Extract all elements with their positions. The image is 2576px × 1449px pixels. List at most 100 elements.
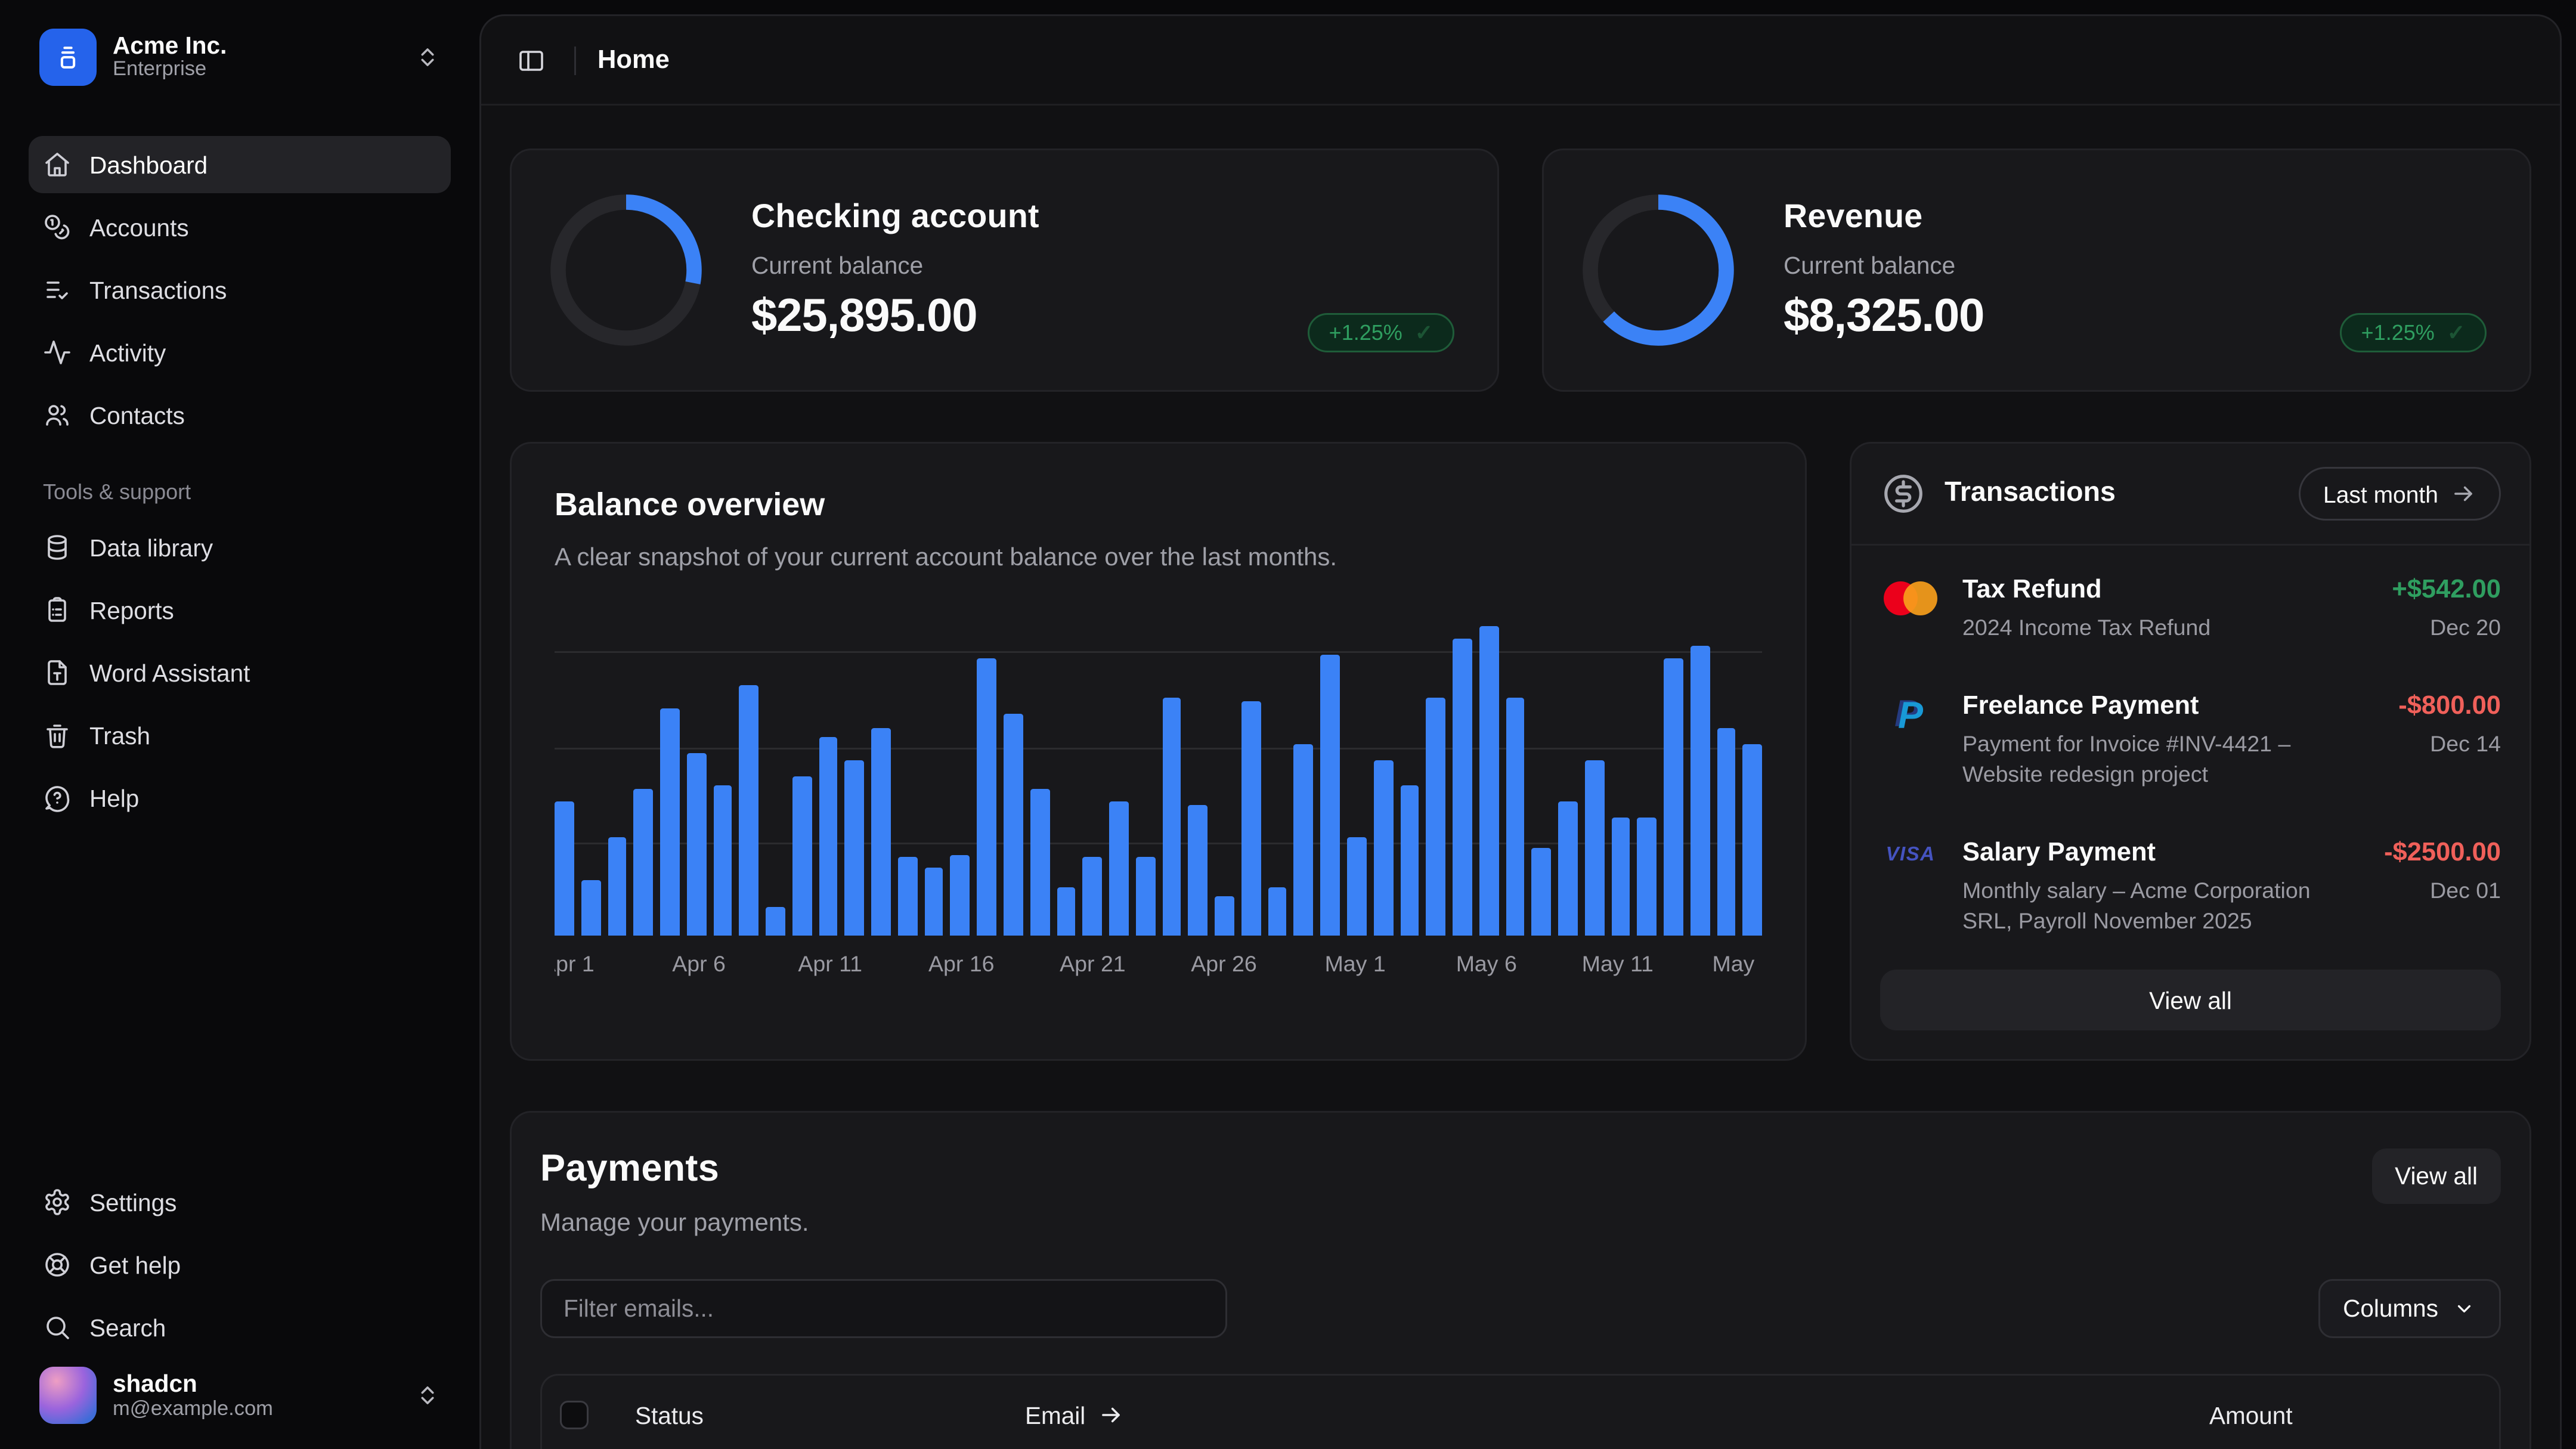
transaction-row[interactable]: VISA Salary Payment Monthly salary – Acm… <box>1880 815 2501 962</box>
life-buoy-icon <box>45 1253 69 1277</box>
visa-icon: VISA <box>1885 843 1936 865</box>
chart-bar <box>1531 847 1552 936</box>
paypal-icon: P <box>1897 695 1923 736</box>
sidebar-toggle-button[interactable] <box>510 39 553 82</box>
payments-view-all-button[interactable]: View all <box>2371 1148 2501 1204</box>
sidebar-item-label: Settings <box>89 1188 177 1216</box>
user-name: shadcn <box>113 1370 197 1397</box>
coins-icon <box>45 215 70 240</box>
sidebar-item-word-assistant[interactable]: Word Assistant <box>29 644 451 701</box>
org-plan: Enterprise <box>113 59 207 81</box>
sidebar-item-transactions[interactable]: Transactions <box>29 261 451 318</box>
balance-overview-card: Balance overview A clear snapshot of you… <box>510 442 1807 1061</box>
file-type-icon <box>48 660 67 685</box>
sidebar-item-activity[interactable]: Activity <box>29 324 451 381</box>
transactions-view-all-button[interactable]: View all <box>1880 970 2501 1030</box>
chart-bar <box>977 658 997 936</box>
chart-bar <box>1162 698 1182 936</box>
arrow-right-icon <box>2454 486 2472 501</box>
chart-bar <box>1690 646 1710 936</box>
chart-gridline <box>555 651 1762 653</box>
activity-icon <box>44 340 70 364</box>
chart-x-tick: Apr 1 <box>555 952 595 977</box>
chart-bar <box>1294 743 1314 936</box>
sidebar-item-dashboard[interactable]: Dashboard <box>29 136 451 193</box>
chart-bar <box>897 857 918 936</box>
trash-icon <box>47 724 68 748</box>
transaction-date: Dec 01 <box>2430 877 2501 903</box>
user-avatar <box>39 1367 97 1424</box>
chart-bar <box>555 802 574 936</box>
sidebar-item-label: Search <box>89 1314 166 1341</box>
chart-bar <box>713 785 733 936</box>
sidebar-item-help[interactable]: Help <box>29 769 451 826</box>
transaction-row[interactable]: Tax Refund 2024 Income Tax Refund +$542.… <box>1880 553 2501 668</box>
org-switcher[interactable]: Acme Inc. Enterprise <box>29 14 451 100</box>
user-menu[interactable]: shadcn m@example.com <box>29 1356 451 1424</box>
column-header-email[interactable]: Email <box>1025 1402 2209 1429</box>
transaction-name: Tax Refund <box>1962 576 2102 605</box>
transactions-title: Transactions <box>1945 478 2116 508</box>
column-header-amount[interactable]: Amount <box>2209 1401 2293 1429</box>
chart-x-tick: May 11 <box>1581 952 1654 977</box>
chevrons-up-down-icon <box>421 1386 434 1404</box>
card-balance-label: Current balance <box>751 252 924 279</box>
sidebar-item-accounts[interactable]: Accounts <box>29 199 451 256</box>
chart-x-tick: Apr 11 <box>798 952 863 977</box>
chart-bar <box>1505 698 1525 936</box>
chart-bar <box>1320 655 1340 936</box>
filter-emails-input[interactable] <box>540 1279 1227 1338</box>
chart-bar <box>1453 639 1472 936</box>
clipboard-list-icon <box>48 597 66 622</box>
transaction-name: Freelance Payment <box>1962 691 2199 720</box>
payments-table: Status Email Amount <box>540 1374 2501 1449</box>
chart-bar <box>1030 789 1049 936</box>
user-email: m@example.com <box>113 1399 273 1421</box>
select-all-checkbox[interactable] <box>560 1401 589 1429</box>
chart-bar <box>1400 785 1419 936</box>
chart-bar <box>1373 760 1393 936</box>
chart-bar <box>845 760 865 936</box>
circle-dollar-icon <box>1884 475 1922 513</box>
transaction-name: Salary Payment <box>1962 838 2156 867</box>
change-badge: +1.25% ✓ <box>2339 313 2487 352</box>
sidebar-item-label: Activity <box>89 339 166 366</box>
sidebar-item-data-library[interactable]: Data library <box>29 519 451 576</box>
check-icon: ✓ <box>2447 320 2465 345</box>
balance-chart-xlabels: Apr 1 Apr 6 Apr 11 Apr 16 Apr 21 Apr 26 May 1 M… <box>555 952 1762 984</box>
chart-x-tick: May 6 <box>1456 952 1517 977</box>
columns-dropdown-button[interactable]: Columns <box>2318 1279 2501 1338</box>
chart-x-tick: May 1 <box>1324 952 1386 977</box>
sidebar-item-trash[interactable]: Trash <box>29 707 451 764</box>
sidebar-item-label: Get help <box>89 1251 181 1278</box>
transaction-row[interactable]: P Freelance Payment Payment for Invoice … <box>1880 668 2501 815</box>
transaction-description: Payment for Invoice #INV-4421 – Website … <box>1962 730 2291 788</box>
transactions-period-button[interactable]: Last month <box>2298 467 2501 521</box>
chart-bar <box>871 727 891 936</box>
checking-progress-ring <box>550 194 702 346</box>
card-balance-value: $25,895.00 <box>751 288 978 342</box>
sidebar-item-reports[interactable]: Reports <box>29 581 451 639</box>
transactions-card: Transactions Last month <box>1850 442 2531 1061</box>
sidebar-item-label: Contacts <box>89 401 185 429</box>
mastercard-icon <box>1883 581 1939 617</box>
chart-bar <box>1135 857 1155 936</box>
database-icon <box>48 535 67 560</box>
list-checks-icon <box>47 281 68 299</box>
payments-subtitle: Manage your payments. <box>540 1208 809 1236</box>
header-divider <box>574 45 576 75</box>
chart-x-tick: Apr 6 <box>672 952 726 977</box>
column-header-status[interactable]: Status <box>635 1401 704 1429</box>
sidebar-item-label: Transactions <box>89 276 227 304</box>
payments-title: Payments <box>540 1148 720 1190</box>
chart-bar <box>1004 714 1023 936</box>
sidebar-item-contacts[interactable]: Contacts <box>29 386 451 444</box>
balance-overview-title: Balance overview <box>555 487 825 522</box>
chart-bar <box>1743 743 1762 936</box>
chart-bar <box>607 838 627 936</box>
sidebar-item-settings[interactable]: Settings <box>29 1174 451 1231</box>
house-icon <box>45 153 69 177</box>
sidebar-item-get-help[interactable]: Get help <box>29 1236 451 1293</box>
sidebar-item-label: Accounts <box>89 213 189 241</box>
sidebar-item-search[interactable]: Search <box>29 1299 451 1356</box>
